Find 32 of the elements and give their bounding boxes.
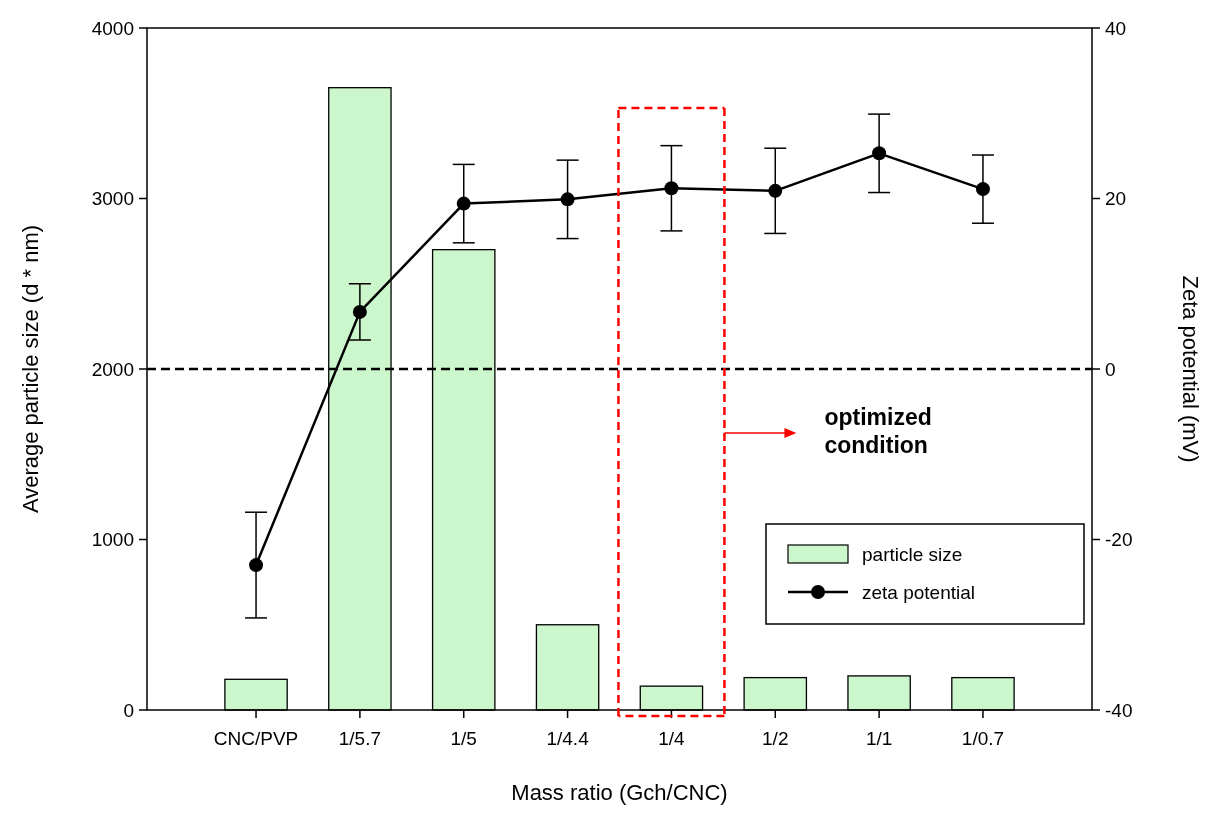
x-tick-label: 1/5 [450,728,477,749]
x-tick-label: 1/1 [865,728,893,749]
y-tick-label: 2000 [91,358,134,380]
y2-tick-label: 0 [1105,358,1116,380]
y-tick-label: 0 [123,699,134,721]
point [249,558,264,573]
legend-label: zeta potential [862,581,976,603]
point [768,183,783,198]
y2-axis-title: Zeta potential (mV) [1178,275,1203,463]
point [456,196,471,211]
point [352,304,367,319]
x-tick-label: 1/2 [762,728,789,749]
point [872,146,887,161]
point [975,182,990,197]
y2-tick-label: -20 [1105,529,1133,551]
annotation: optimized condition [824,403,932,458]
y-tick-label: 4000 [91,17,134,39]
x-tick-label: 1/5.7 [338,728,382,749]
y2-tick-label: 20 [1105,188,1127,210]
x-tick-label: 1/0.7 [961,728,1005,749]
x-axis-title: Mass ratio (Gch/CNC) [511,780,728,805]
legend-label: particle size [862,543,963,565]
point [560,192,575,207]
y-tick-label: 1000 [91,529,134,551]
y-axis-title: Average particle size (d * nm) [18,224,43,514]
x-tick-label: CNC/PVP [213,728,299,749]
x-tick-label: 1/4 [658,728,686,749]
y2-tick-label: 40 [1105,17,1127,39]
point [664,181,679,196]
x-tick-label: 1/4.4 [546,728,590,749]
y2-tick-label: -40 [1105,699,1133,721]
y-tick-label: 3000 [91,188,134,210]
